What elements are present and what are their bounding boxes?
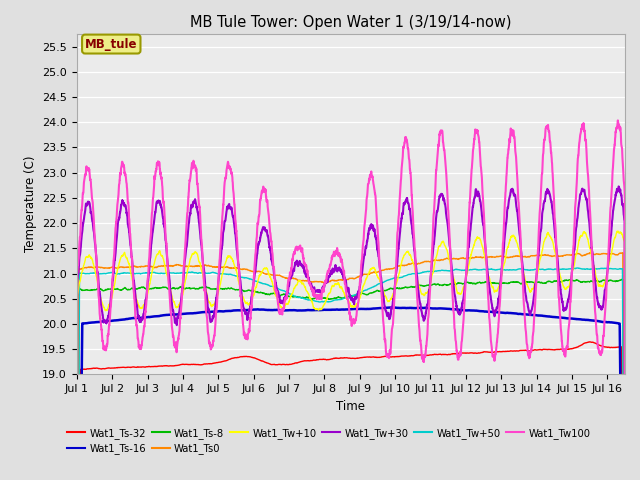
Wat1_Tw+30 bbox=[615, 183, 623, 189]
Line: Wat1_Ts-8: Wat1_Ts-8 bbox=[77, 279, 625, 480]
Line: Wat1_Ts-16: Wat1_Ts-16 bbox=[77, 308, 625, 480]
X-axis label: Time: Time bbox=[337, 400, 365, 413]
Wat1_Ts-16 bbox=[611, 320, 618, 325]
Wat1_Tw+30 bbox=[283, 292, 291, 298]
Line: Wat1_Tw100: Wat1_Tw100 bbox=[77, 120, 625, 480]
Wat1_Tw100 bbox=[283, 292, 291, 298]
Wat1_Tw100 bbox=[136, 342, 143, 348]
Wat1_Ts0 bbox=[136, 264, 143, 269]
Wat1_Ts-32 bbox=[551, 347, 559, 353]
Wat1_Ts-8 bbox=[551, 278, 559, 284]
Wat1_Ts0 bbox=[283, 275, 291, 281]
Wat1_Ts-8 bbox=[618, 276, 626, 282]
Wat1_Ts0 bbox=[168, 263, 176, 269]
Wat1_Tw+30 bbox=[136, 317, 143, 323]
Text: MB_tule: MB_tule bbox=[85, 37, 138, 50]
Wat1_Tw+50 bbox=[551, 266, 559, 272]
Y-axis label: Temperature (C): Temperature (C) bbox=[24, 156, 36, 252]
Wat1_Tw+50 bbox=[168, 270, 176, 276]
Wat1_Ts-32 bbox=[136, 364, 143, 370]
Wat1_Ts-8 bbox=[611, 278, 618, 284]
Wat1_Ts-16 bbox=[552, 314, 559, 320]
Wat1_Tw+10 bbox=[613, 228, 621, 234]
Legend: Wat1_Ts-32, Wat1_Ts-16, Wat1_Ts-8, Wat1_Ts0, Wat1_Tw+10, Wat1_Tw+30, Wat1_Tw+50,: Wat1_Ts-32, Wat1_Ts-16, Wat1_Ts-8, Wat1_… bbox=[63, 424, 595, 458]
Line: Wat1_Ts0: Wat1_Ts0 bbox=[77, 252, 625, 480]
Wat1_Ts0 bbox=[307, 279, 315, 285]
Wat1_Tw+10 bbox=[283, 300, 291, 306]
Wat1_Tw+10 bbox=[611, 236, 618, 242]
Wat1_Tw+50 bbox=[136, 270, 143, 276]
Wat1_Ts-8 bbox=[168, 286, 176, 291]
Wat1_Ts0 bbox=[611, 252, 618, 257]
Wat1_Tw100 bbox=[614, 118, 621, 123]
Wat1_Tw+50 bbox=[611, 266, 618, 272]
Wat1_Tw100 bbox=[551, 220, 559, 226]
Wat1_Ts-32 bbox=[586, 339, 593, 345]
Wat1_Ts-8 bbox=[136, 285, 143, 291]
Wat1_Tw+10 bbox=[168, 293, 176, 299]
Wat1_Ts-16 bbox=[136, 315, 143, 321]
Title: MB Tule Tower: Open Water 1 (3/19/14-now): MB Tule Tower: Open Water 1 (3/19/14-now… bbox=[190, 15, 511, 30]
Line: Wat1_Tw+10: Wat1_Tw+10 bbox=[77, 231, 625, 480]
Line: Wat1_Tw+30: Wat1_Tw+30 bbox=[77, 186, 625, 480]
Wat1_Ts-16 bbox=[385, 305, 393, 311]
Wat1_Ts0 bbox=[586, 250, 594, 255]
Wat1_Ts-16 bbox=[168, 312, 176, 317]
Wat1_Tw+50 bbox=[574, 265, 582, 271]
Wat1_Tw100 bbox=[307, 283, 315, 289]
Wat1_Ts-32 bbox=[283, 361, 291, 367]
Wat1_Ts0 bbox=[551, 253, 559, 259]
Wat1_Tw+30 bbox=[168, 300, 176, 306]
Wat1_Tw+30 bbox=[307, 282, 315, 288]
Wat1_Tw+10 bbox=[307, 296, 315, 301]
Wat1_Ts-32 bbox=[168, 363, 176, 369]
Wat1_Ts-32 bbox=[307, 358, 315, 363]
Wat1_Tw+10 bbox=[551, 250, 559, 255]
Wat1_Tw+30 bbox=[611, 201, 618, 206]
Line: Wat1_Tw+50: Wat1_Tw+50 bbox=[77, 268, 625, 480]
Wat1_Tw+50 bbox=[307, 298, 315, 303]
Wat1_Ts-8 bbox=[307, 296, 315, 301]
Wat1_Ts-32 bbox=[611, 345, 618, 350]
Wat1_Tw100 bbox=[168, 324, 176, 329]
Wat1_Ts-16 bbox=[283, 308, 291, 313]
Wat1_Ts-8 bbox=[283, 293, 291, 299]
Wat1_Tw+10 bbox=[136, 304, 143, 310]
Wat1_Ts-16 bbox=[307, 307, 315, 313]
Wat1_Tw+30 bbox=[551, 234, 559, 240]
Wat1_Tw100 bbox=[611, 145, 618, 151]
Line: Wat1_Ts-32: Wat1_Ts-32 bbox=[77, 342, 625, 480]
Wat1_Tw+50 bbox=[283, 289, 291, 295]
